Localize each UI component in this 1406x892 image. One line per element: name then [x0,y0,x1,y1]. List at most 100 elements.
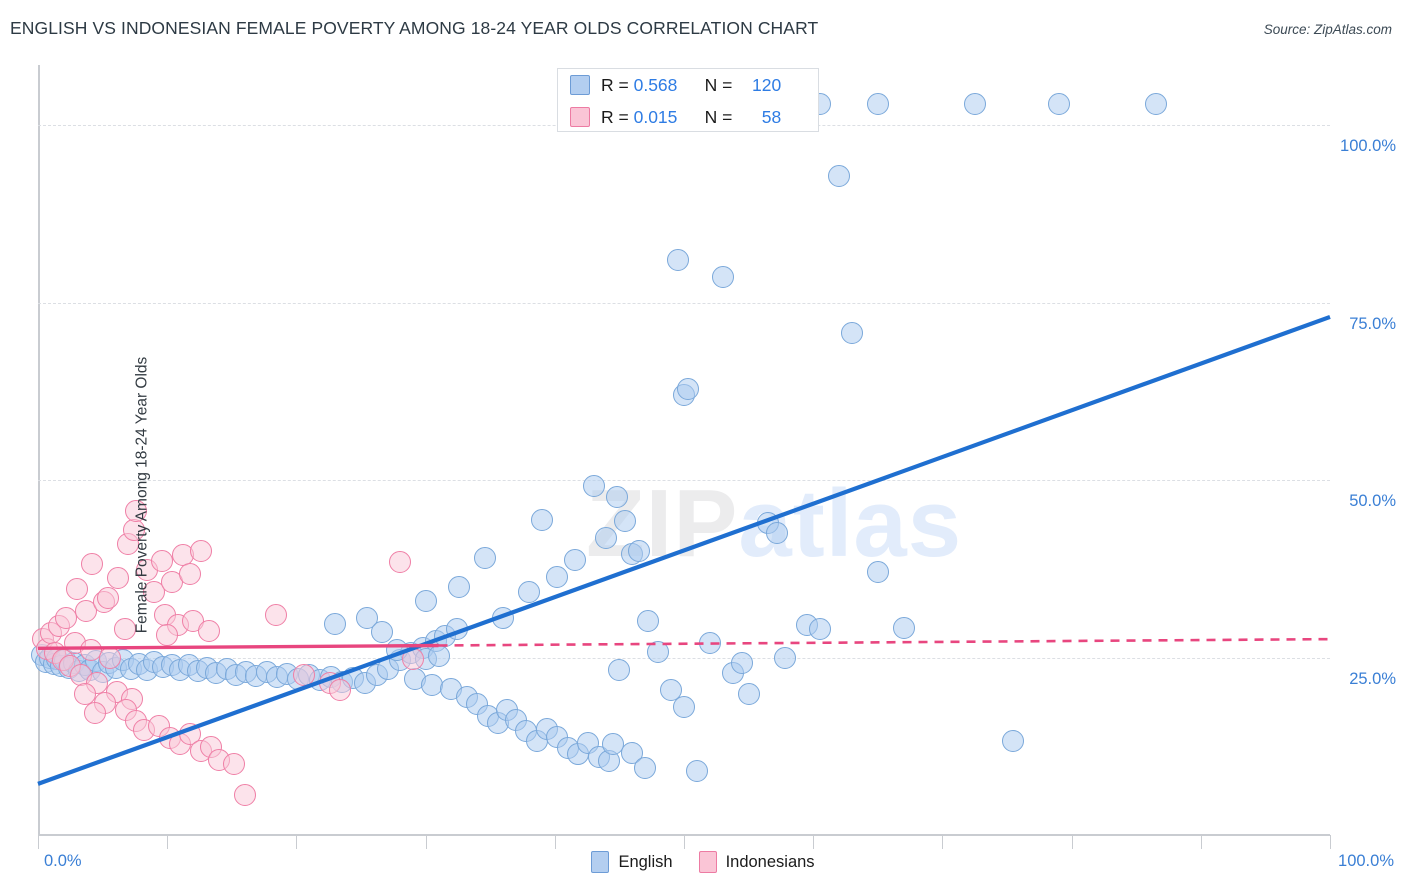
x-tick [813,835,815,849]
data-point[interactable] [73,683,96,706]
english-swatch-icon [570,75,590,95]
data-point[interactable] [647,640,670,663]
english-legend-swatch-icon [591,851,610,873]
data-point[interactable] [448,575,471,598]
y-axis-title-wrap: Female Poverty Among 18-24 Year Olds [8,280,150,710]
data-point[interactable] [156,623,179,646]
gridline [38,480,1330,482]
english-n-segment: N = 120 [705,75,782,96]
data-point[interactable] [125,500,148,523]
data-point[interactable] [666,249,689,272]
data-point[interactable] [329,679,352,702]
data-point[interactable] [356,606,379,629]
data-point[interactable] [711,266,734,289]
x-tick [684,835,685,849]
data-point[interactable] [731,652,754,675]
page-title: ENGLISH VS INDONESIAN FEMALE POVERTY AMO… [10,18,819,38]
data-point[interactable] [223,753,246,776]
data-point[interactable] [773,646,796,669]
y-axis-line [38,65,40,835]
data-point[interactable] [189,540,212,563]
data-point[interactable] [233,784,256,807]
source-attribution: Source: ZipAtlas.com [1263,22,1392,37]
data-point[interactable] [808,618,831,641]
x-tick [425,835,427,849]
data-point[interactable] [673,696,695,719]
data-point[interactable] [1144,93,1167,116]
data-point[interactable] [634,757,657,780]
data-point[interactable] [840,321,863,344]
data-point[interactable] [414,589,437,612]
data-point[interactable] [595,527,618,550]
data-point[interactable] [627,540,650,563]
trend-lines [37,314,1331,786]
data-point[interactable] [660,679,683,702]
data-point[interactable] [293,663,316,686]
data-point[interactable] [866,561,889,584]
data-point[interactable] [65,578,88,601]
data-point[interactable] [613,510,636,533]
english-n-key: N = [704,74,733,95]
data-point[interactable] [1002,730,1025,753]
indonesian-n-value: 58 [761,106,782,127]
data-point[interactable] [143,581,166,604]
data-point[interactable] [264,604,287,626]
indonesian-trend-line-solid [37,643,439,651]
data-point[interactable] [605,486,628,509]
english-r-value: 0.568 [633,74,678,95]
data-point[interactable] [892,616,915,639]
data-point[interactable] [676,378,699,401]
english-trend-line [37,314,1331,786]
data-point[interactable] [685,760,708,783]
english-legend-label: English [618,852,673,871]
indonesian-legend-label: Indonesians [725,852,815,871]
data-point[interactable] [866,93,889,116]
english-r-key: R = [601,74,629,95]
data-point[interactable] [324,612,347,635]
legend-item-indonesians[interactable]: Indonesians [698,851,815,873]
stats-row-indonesians: R = 0.015 N = 58 [558,101,818,133]
data-point[interactable] [517,581,540,604]
data-point[interactable] [546,565,569,588]
y-tick-label: 25.0% [1349,669,1396,688]
indonesian-trend-line-dashed [438,637,1331,647]
stats-row-english: R = 0.568 N = 120 [558,69,818,101]
data-point[interactable] [179,562,202,585]
y-axis-title: Female Poverty Among 18-24 Year Olds [133,356,151,634]
plot-area: ZIPatlas [30,65,1331,835]
data-point[interactable] [828,165,851,188]
data-point[interactable] [81,552,104,575]
data-point[interactable] [107,567,130,590]
series-legend: English Indonesians [0,851,1406,873]
data-point[interactable] [474,547,497,570]
indonesian-legend-swatch-icon [698,851,717,873]
data-point[interactable] [737,683,760,706]
x-tick [296,835,298,849]
legend-item-english[interactable]: English [591,851,673,873]
x-tick [942,835,944,849]
y-tick-label: 75.0% [1349,314,1396,333]
x-axis-line [38,834,1330,836]
data-point[interactable] [582,474,605,497]
data-point[interactable] [74,599,97,622]
data-point[interactable] [370,621,393,644]
data-point[interactable] [197,619,220,642]
x-tick [38,835,39,849]
data-point[interactable] [151,550,174,573]
indonesian-r-segment: R = 0.015 [601,107,688,128]
data-point[interactable] [1047,93,1070,116]
x-tick [1330,835,1331,849]
data-point[interactable] [636,609,659,632]
data-point[interactable] [530,508,553,531]
data-point[interactable] [564,548,587,571]
data-point[interactable] [963,93,986,116]
data-point[interactable] [766,521,789,544]
data-point[interactable] [113,618,136,641]
data-point[interactable] [83,701,106,724]
data-point[interactable] [96,586,119,609]
correlation-stats-legend: R = 0.568 N = 120 R = 0.015 N = 58 [557,68,819,132]
data-point[interactable] [388,551,411,574]
indonesian-r-key: R = [601,106,629,127]
data-point[interactable] [608,659,631,682]
